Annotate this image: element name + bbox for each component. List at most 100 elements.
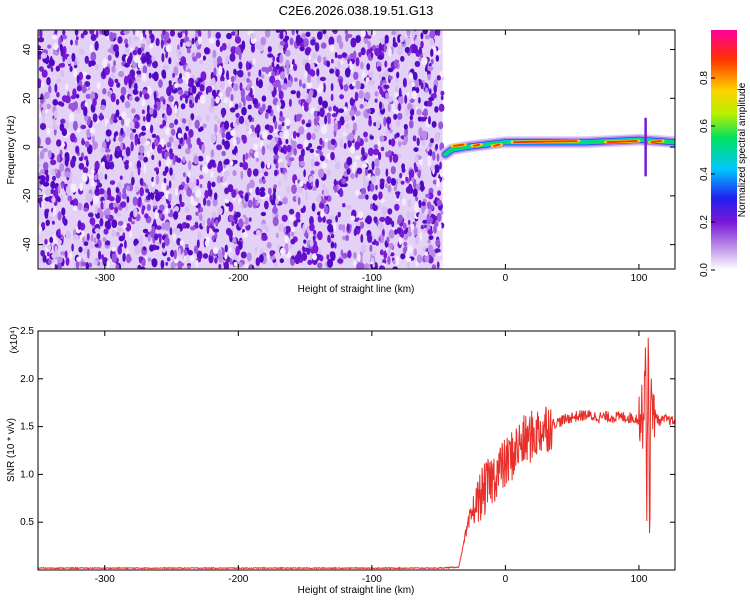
noise-cell bbox=[82, 30, 88, 36]
noise-cell bbox=[117, 220, 124, 226]
noise-cell bbox=[188, 129, 194, 138]
noise-cell bbox=[198, 155, 204, 161]
noise-cell bbox=[81, 172, 88, 183]
noise-cell bbox=[89, 44, 94, 53]
noise-cell bbox=[430, 48, 434, 57]
noise-cell bbox=[66, 154, 70, 163]
noise-cell bbox=[372, 262, 375, 268]
noise-cell bbox=[62, 54, 66, 63]
noise-cell bbox=[367, 147, 374, 157]
noise-cell bbox=[340, 84, 344, 90]
noise-cell bbox=[116, 145, 121, 152]
noise-cell bbox=[413, 248, 417, 256]
noise-cell bbox=[111, 246, 116, 252]
noise-cell bbox=[363, 180, 369, 188]
noise-cell bbox=[387, 208, 393, 215]
noise-cell bbox=[80, 32, 85, 39]
y-tick-label: 0 bbox=[22, 144, 33, 150]
noise-cell bbox=[362, 171, 366, 182]
noise-cell bbox=[174, 187, 179, 197]
noise-cell bbox=[204, 47, 210, 55]
noise-cell bbox=[71, 243, 74, 252]
noise-cell bbox=[379, 135, 385, 143]
noise-cell bbox=[241, 106, 247, 116]
noise-cell bbox=[311, 158, 315, 168]
noise-cell bbox=[418, 212, 424, 221]
noise-cell bbox=[165, 52, 169, 59]
noise-cell bbox=[262, 178, 266, 185]
noise-cell bbox=[104, 214, 110, 219]
noise-cell bbox=[229, 53, 236, 62]
noise-cell bbox=[47, 44, 52, 49]
noise-cell bbox=[151, 133, 157, 138]
noise-cell bbox=[280, 147, 285, 153]
noise-cell bbox=[78, 162, 85, 170]
noise-cell bbox=[247, 71, 251, 77]
noise-cell bbox=[388, 75, 393, 80]
noise-cell bbox=[413, 79, 420, 88]
noise-cell bbox=[312, 229, 317, 236]
noise-cell bbox=[400, 180, 405, 185]
noise-cell bbox=[413, 221, 417, 226]
noise-cell bbox=[223, 261, 229, 269]
noise-cell bbox=[303, 38, 309, 48]
noise-cell bbox=[428, 142, 433, 148]
noise-cell bbox=[88, 212, 94, 218]
noise-cell bbox=[85, 74, 91, 80]
noise-cell bbox=[82, 167, 89, 174]
noise-cell bbox=[45, 219, 50, 226]
noise-cell bbox=[426, 146, 430, 152]
noise-cell bbox=[176, 52, 182, 60]
noise-cell bbox=[47, 259, 52, 265]
noise-cell bbox=[285, 49, 291, 57]
noise-cell bbox=[399, 172, 403, 179]
noise-cell bbox=[111, 219, 118, 229]
noise-cell bbox=[306, 81, 313, 89]
noise-cell bbox=[179, 136, 184, 145]
noise-cell bbox=[414, 38, 421, 46]
noise-cell bbox=[185, 147, 191, 155]
noise-cell bbox=[107, 187, 111, 197]
noise-cell bbox=[374, 167, 381, 177]
noise-cell bbox=[90, 233, 94, 242]
noise-cell bbox=[77, 220, 82, 230]
noise-cell bbox=[159, 204, 165, 211]
noise-cell bbox=[215, 32, 221, 39]
noise-cell bbox=[206, 224, 210, 234]
noise-cell bbox=[357, 253, 361, 263]
noise-cell bbox=[145, 122, 151, 130]
noise-cell bbox=[129, 228, 133, 238]
noise-cell bbox=[267, 143, 272, 150]
noise-cell bbox=[416, 202, 419, 212]
noise-cell bbox=[61, 207, 66, 216]
noise-cell bbox=[288, 98, 292, 107]
noise-cell bbox=[173, 249, 177, 260]
noise-cell bbox=[344, 30, 349, 35]
noise-cell bbox=[56, 91, 60, 98]
noise-cell bbox=[394, 85, 399, 93]
noise-cell bbox=[260, 161, 265, 169]
noise-cell bbox=[138, 154, 144, 161]
colorbar-gradient bbox=[711, 30, 737, 270]
noise-cell bbox=[221, 42, 227, 51]
noise-cell bbox=[250, 44, 256, 53]
noise-cell bbox=[423, 227, 427, 234]
noise-cell bbox=[195, 211, 199, 216]
noise-cell bbox=[252, 168, 259, 177]
noise-cell bbox=[403, 134, 409, 144]
noise-cell bbox=[374, 98, 378, 103]
noise-cell bbox=[264, 30, 271, 38]
noise-cell bbox=[296, 90, 301, 99]
noise-cell bbox=[57, 211, 62, 221]
noise-cell bbox=[111, 253, 116, 263]
noise-cell bbox=[316, 68, 320, 77]
noise-cell bbox=[247, 104, 252, 110]
noise-cell bbox=[155, 38, 160, 47]
noise-cell bbox=[346, 168, 351, 175]
noise-cell bbox=[113, 60, 116, 67]
noise-cell bbox=[377, 202, 381, 210]
noise-cell bbox=[114, 78, 119, 83]
noise-cell bbox=[173, 211, 179, 220]
noise-cell bbox=[213, 67, 217, 77]
noise-cell bbox=[117, 181, 123, 189]
